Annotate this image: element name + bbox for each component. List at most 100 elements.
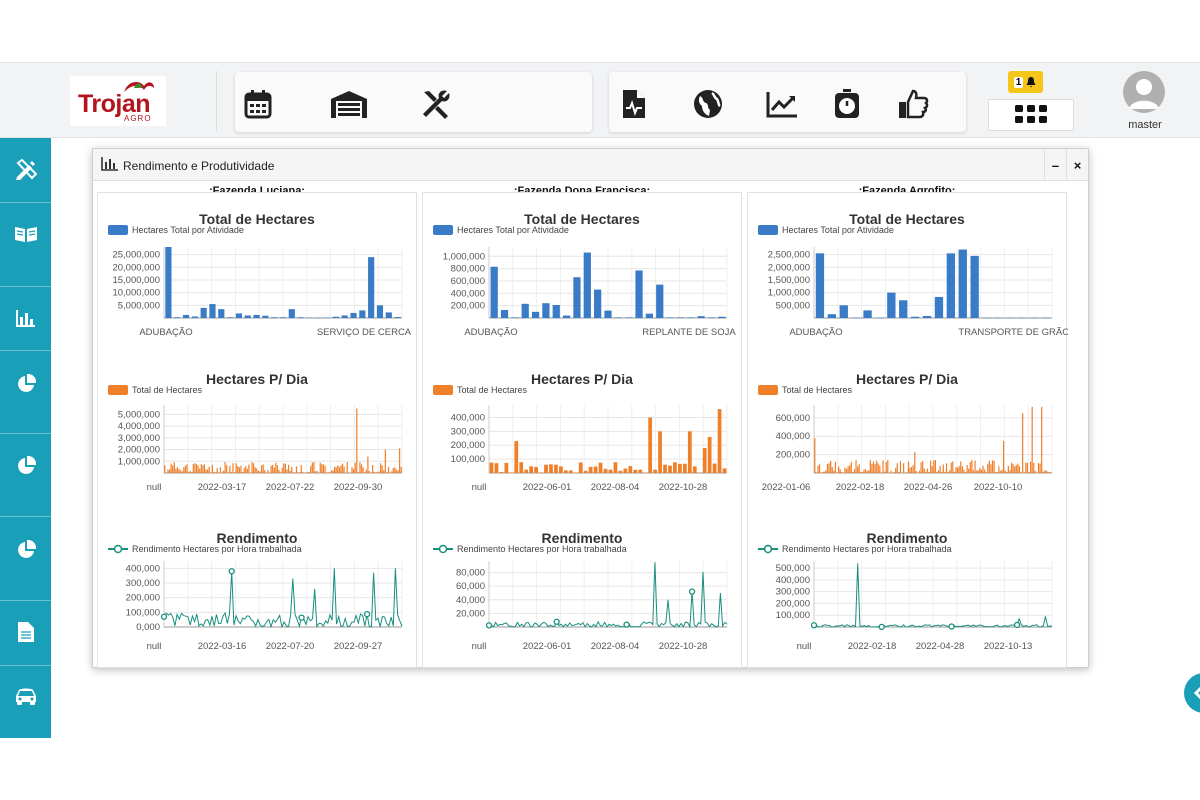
x-tick-label: 2022-07-22 [266,482,315,493]
apps-grid-button[interactable] [988,99,1074,131]
x-tick-label: 2022-03-16 [198,641,247,652]
line-chart[interactable]: 400,000 300,000 200,000 100,000 0,000 null 202… [98,557,418,661]
bar [969,462,971,473]
series-line [488,562,728,629]
sidebar-item-pie-2[interactable] [0,446,51,486]
bar [1044,470,1046,473]
grid-icon [1015,105,1047,123]
bar [958,466,960,473]
bar [315,317,322,319]
data-point [485,622,493,629]
bar [387,466,390,473]
bar [211,464,213,473]
bar [253,314,260,318]
bar [350,312,357,318]
bar [879,465,881,473]
daily-bar-chart[interactable]: 5,000,0004,000,0003,000,0002,000,0001,00… [98,399,418,503]
bar [625,317,633,318]
notification-badge[interactable]: 1 [1008,71,1043,93]
chart-legend[interactable]: Total de Hectares [433,385,527,395]
bar [199,468,201,473]
bar [243,467,245,473]
sidebar-item-pie-1[interactable] [0,364,51,404]
brand-logo[interactable]: Trojan AGRO [70,76,166,126]
bar [906,472,908,473]
bar [593,466,598,473]
bar [230,471,233,473]
bar [341,315,348,318]
bar [645,313,654,318]
sidebar-item-pie-3[interactable] [0,530,51,570]
sidebar-item-book[interactable] [0,214,51,254]
collapse-panel-button[interactable] [1184,673,1200,713]
chart-legend[interactable]: Hectares Total por Atividade [108,225,244,235]
bar [712,463,717,473]
chart-legend[interactable]: Rendimento Hectares por Hora trabalhada [108,544,302,554]
calendar-icon[interactable] [241,87,275,121]
bar [1004,470,1006,473]
tools-icon[interactable] [419,87,453,121]
sidebar-item-document[interactable] [0,612,51,652]
bar [373,472,375,473]
chart-legend[interactable]: Total de Hectares [758,385,852,395]
chart-line-icon[interactable] [765,87,799,121]
chart-legend[interactable]: Hectares Total por Atividade [758,225,894,235]
close-button[interactable]: × [1066,149,1088,181]
legend-swatch [433,385,453,395]
y-tick-label: 0,000 [136,622,160,633]
bar [968,468,970,473]
sidebar-item-car[interactable] [0,676,51,716]
bar [635,270,643,318]
bar [863,469,865,473]
bar [966,465,968,473]
daily-bar-chart[interactable]: 400,000 300,000 200,000 100,000 null 2022-06-… [423,399,743,503]
daily-bar-chart[interactable]: 600,000 400,000 200,000 2022-01-06 2022-02-1… [748,399,1068,503]
sidebar [0,138,51,738]
bar [271,317,278,318]
chart-bar-icon [15,310,35,327]
garage-icon[interactable] [328,87,370,121]
bar [834,461,837,473]
y-tick-label: 100,000 [776,610,810,621]
legend-label: Hectares Total por Atividade [132,225,244,235]
bar [1029,317,1039,319]
x-tick-label: 2022-06-01 [523,482,572,493]
bar [887,292,896,318]
bar [588,466,593,473]
farm-panel: Total de Hectares Hectares Total por Ati… [422,192,742,668]
bar [202,465,204,473]
legend-line-marker [758,544,778,554]
bar [178,469,180,473]
thumbs-up-icon[interactable] [896,87,930,121]
toolbar-group-1 [235,72,592,132]
chart-legend[interactable]: Rendimento Hectares por Hora trabalhada [758,544,952,554]
file-medical-icon[interactable] [617,87,651,121]
divider [0,202,51,203]
bar [831,466,833,473]
bar [887,459,889,473]
chart-legend[interactable]: Hectares Total por Atividade [433,225,569,235]
bar [346,462,348,473]
chart-legend[interactable]: Total de Hectares [108,385,202,395]
line-chart[interactable]: 80,000 60,000 40,000 20,000 null 2022-06-01 20… [423,557,743,661]
bar [844,467,846,473]
bar [539,472,543,473]
user-name[interactable]: master [1128,119,1162,131]
minimize-button[interactable]: – [1044,149,1066,181]
chart-legend[interactable]: Rendimento Hectares por Hora trabalhada [433,544,627,554]
globe-icon[interactable] [691,87,725,121]
bar [323,317,331,318]
bar [189,470,191,473]
stopwatch-icon[interactable] [830,87,864,121]
bar [245,466,247,473]
sidebar-item-tools[interactable] [0,150,51,190]
bar [934,296,944,318]
bar [866,471,868,473]
bar [276,465,279,473]
sidebar-item-chart-bar[interactable] [0,298,51,338]
avatar[interactable] [1123,71,1165,113]
